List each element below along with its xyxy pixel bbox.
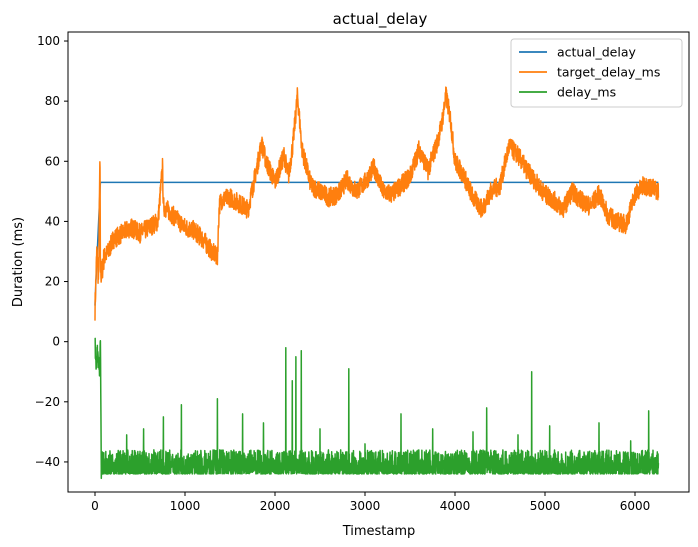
legend-label: delay_ms <box>557 85 616 100</box>
plot-area <box>94 86 660 480</box>
x-tick-label: 4000 <box>440 499 471 513</box>
y-tick-label: 0 <box>52 335 60 349</box>
y-axis-label: Duration (ms) <box>11 217 26 307</box>
legend-box <box>510 38 683 108</box>
y-axis: −40 −20 0 20 40 60 80 100 <box>35 34 68 469</box>
chart-title: actual_delay <box>333 10 428 29</box>
y-tick-label: −20 <box>35 395 60 409</box>
series-line-delay_ms <box>94 337 660 480</box>
series-line-target_delay_ms <box>94 86 660 321</box>
y-tick-label: 20 <box>45 275 60 289</box>
y-tick-label: −40 <box>35 455 60 469</box>
x-tick-label: 6000 <box>620 499 651 513</box>
x-axis-label: Timestamp <box>342 524 416 539</box>
legend-label: target_delay_ms <box>557 65 660 80</box>
x-tick-label: 0 <box>91 499 99 513</box>
x-tick-label: 3000 <box>350 499 381 513</box>
x-tick-label: 2000 <box>260 499 291 513</box>
x-tick-label: 1000 <box>170 499 201 513</box>
y-tick-label: 60 <box>45 154 60 168</box>
y-tick-label: 40 <box>45 214 60 228</box>
y-tick-label: 100 <box>37 34 60 48</box>
legend-label: actual_delay <box>557 45 636 60</box>
x-axis: 0 1000 2000 3000 4000 5000 6000 <box>91 492 650 513</box>
legend: actual_delay target_delay_ms delay_ms <box>510 38 683 108</box>
x-tick-label: 5000 <box>530 499 561 513</box>
axes-frame <box>67 31 690 493</box>
y-tick-label: 80 <box>45 94 60 108</box>
